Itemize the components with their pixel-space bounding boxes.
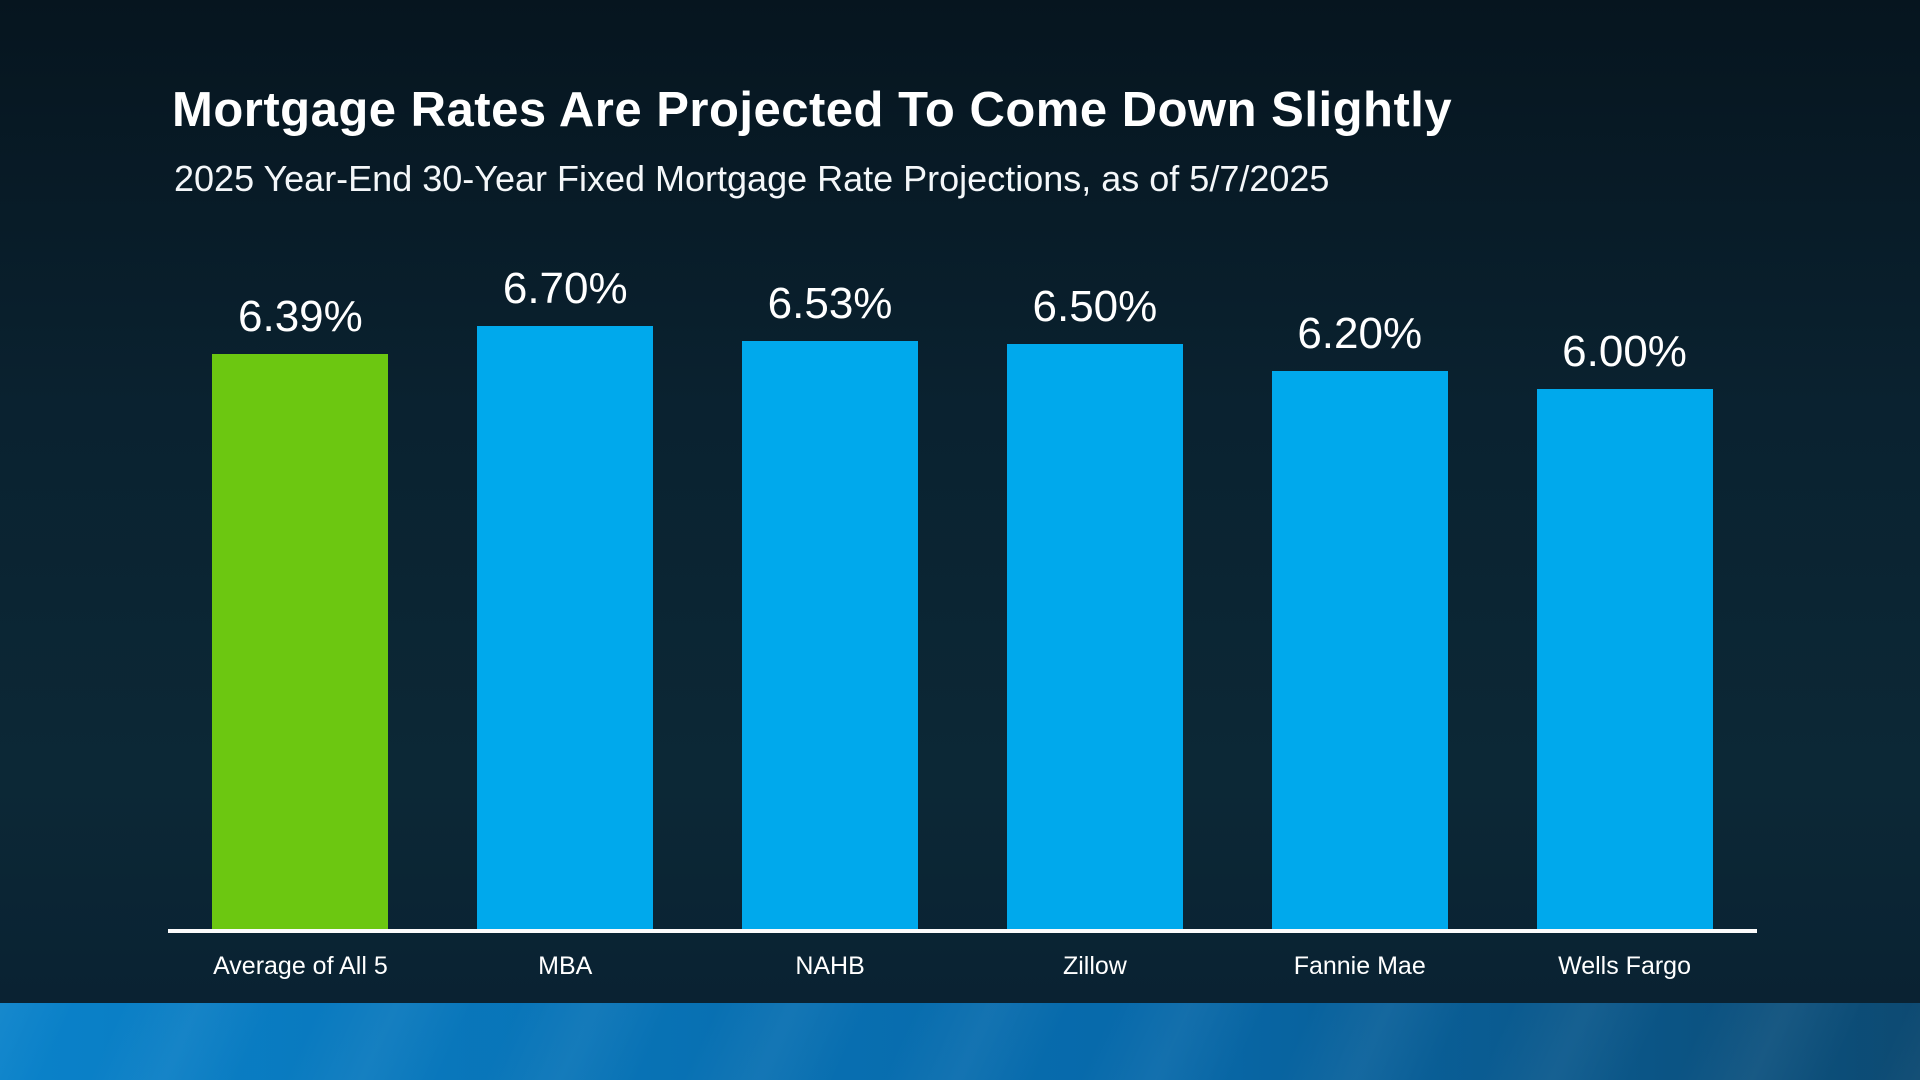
bar-group-wells-fargo: 6.00% <box>1536 327 1713 929</box>
bar-group-zillow: 6.50% <box>1006 282 1183 929</box>
x-tick-label: NAHB <box>795 952 865 980</box>
chart-subtitle: 2025 Year-End 30-Year Fixed Mortgage Rat… <box>174 158 1330 199</box>
bar-wells-fargo <box>1536 389 1713 929</box>
bar-value-label: 6.70% <box>502 264 628 313</box>
bar-value-label: 6.50% <box>1032 282 1158 331</box>
x-tick-label: MBA <box>538 952 593 980</box>
bar-value-label: 6.20% <box>1297 309 1423 358</box>
bar-fannie-mae <box>1271 371 1448 929</box>
bar-average-of-all-5 <box>212 354 389 929</box>
x-tick-cell-fannie-mae: Fannie Mae <box>1272 952 1448 981</box>
bar-value-label: 6.39% <box>238 292 363 341</box>
x-tick-cell-average-of-all-5: Average of All 5 <box>212 952 388 981</box>
footer-band <box>0 1003 1920 1080</box>
bar-zillow <box>1006 344 1183 929</box>
x-tick-cell-nahb: NAHB <box>742 952 918 981</box>
bar-group-average-of-all-5: 6.39% <box>212 292 389 929</box>
x-tick-cell-wells-fargo: Wells Fargo <box>1537 952 1713 981</box>
bar-group-fannie-mae: 6.20% <box>1271 309 1448 929</box>
x-tick-cell-zillow: Zillow <box>1007 952 1183 981</box>
bar-nahb <box>742 341 919 929</box>
bar-value-label: 6.00% <box>1562 327 1687 376</box>
bar-group-mba: 6.70% <box>477 264 654 929</box>
bar-chart: 6.39% 6.70% 6.53% 6.50% 6.20% 6.00% <box>168 264 1757 929</box>
bar-value-label: 6.53% <box>767 279 893 328</box>
x-axis-labels: Average of All 5 MBA NAHB Zillow Fannie Mae W… <box>168 952 1757 981</box>
chart-title: Mortgage Rates Are Projected To Come Dow… <box>172 83 1453 137</box>
x-axis-line <box>168 929 1757 933</box>
x-tick-label: Wells Fargo <box>1558 952 1691 980</box>
x-tick-cell-mba: MBA <box>477 952 653 981</box>
x-tick-label: Average of All 5 <box>213 952 388 980</box>
bar-mba <box>477 326 654 929</box>
bar-group-nahb: 6.53% <box>742 279 919 929</box>
x-tick-label: Zillow <box>1062 952 1127 980</box>
x-tick-label: Fannie Mae <box>1293 952 1426 980</box>
